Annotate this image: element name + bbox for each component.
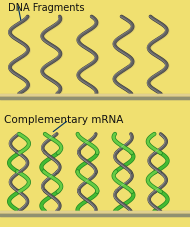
Text: DNA Fragments: DNA Fragments xyxy=(8,3,84,13)
Text: Complementary mRNA: Complementary mRNA xyxy=(4,115,123,125)
